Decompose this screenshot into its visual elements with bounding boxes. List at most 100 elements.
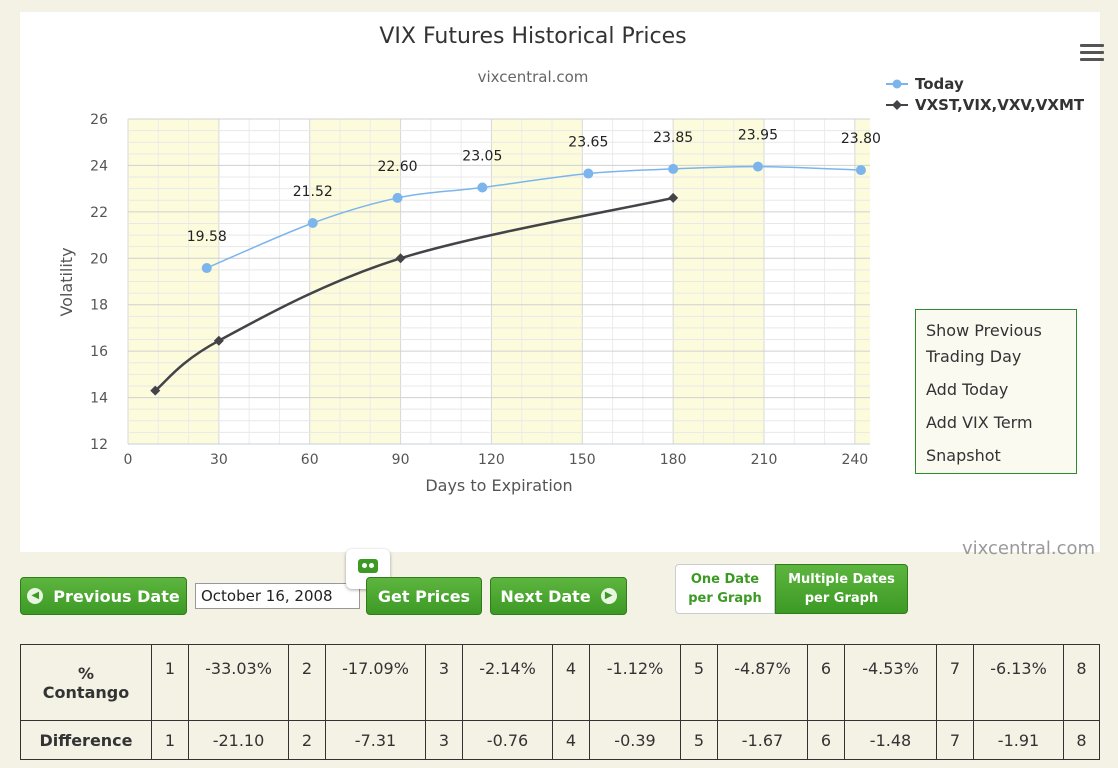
one-date-per-graph-toggle[interactable]: One Date per Graph — [675, 564, 775, 614]
y-tick-label: 22 — [90, 205, 108, 221]
arrow-left-icon: ◀ — [27, 588, 44, 604]
context-menu: Show Previous Trading Day Add Today Add … — [915, 309, 1077, 474]
table-index-cell: 8 — [1063, 643, 1100, 722]
data-point — [201, 263, 212, 274]
x-tick-label: 0 — [124, 452, 133, 468]
table-index-cell: 8 — [1063, 720, 1100, 760]
data-point — [668, 163, 679, 174]
chart-svg: 0 30 60 90 120 150 180 210 240 12 14 16 18 20 22 24 26 VI… — [57, 24, 1085, 495]
previous-date-button[interactable]: ◀ Previous Date — [20, 577, 187, 615]
toggle-multi-line1: Multiple Dates — [788, 572, 895, 587]
table-value-cell: -1.48 — [844, 720, 937, 760]
multiple-dates-per-graph-toggle[interactable]: Multiple Dates per Graph — [775, 564, 908, 614]
table-index-cell: 7 — [936, 643, 974, 722]
table-index-cell: 7 — [936, 720, 974, 760]
data-point — [752, 161, 763, 172]
data-label: 23.80 — [841, 131, 881, 147]
table-value-cell: -6.13% — [973, 643, 1064, 722]
data-point — [307, 218, 318, 228]
y-tick-label: 26 — [90, 112, 108, 128]
table-index-cell: 5 — [680, 643, 718, 722]
x-tick-label: 60 — [301, 452, 319, 468]
row-label-difference: Difference — [20, 720, 152, 760]
data-label: 19.58 — [187, 229, 227, 245]
data-point — [855, 165, 866, 176]
table-index-cell: 3 — [425, 720, 463, 760]
menu-item-snapshot[interactable]: Snapshot — [926, 446, 1001, 465]
table-index-cell: 2 — [288, 643, 326, 722]
chart-subtitle: vixcentral.com — [478, 68, 589, 86]
y-tick-label: 16 — [90, 344, 108, 360]
table-value-cell: -1.91 — [973, 720, 1064, 760]
table-value-cell: -2.14% — [462, 643, 553, 722]
data-point — [583, 168, 594, 179]
table-value-cell: -33.03% — [188, 643, 289, 722]
watermark: vixcentral.com — [962, 538, 1096, 559]
legend-marker — [892, 79, 902, 89]
x-tick-label: 90 — [392, 452, 410, 468]
data-point — [395, 253, 406, 264]
table-index-cell: 6 — [807, 720, 845, 760]
data-label: 21.52 — [293, 184, 333, 200]
table-value-cell: -1.12% — [589, 643, 681, 722]
data-point — [213, 335, 224, 346]
table-value-cell: -0.76 — [462, 720, 553, 760]
x-tick-label: 240 — [841, 452, 868, 468]
table-value-cell: -21.10 — [188, 720, 289, 760]
contango-table: % Contango 1 -33.03% 2 -17.09% 3 -2.14% 4… — [20, 643, 1100, 760]
table-row-contango: % Contango 1 -33.03% 2 -17.09% 3 -2.14% 4… — [20, 643, 1100, 722]
y-tick-label: 12 — [90, 437, 108, 453]
menu-item-add-today[interactable]: Add Today — [926, 380, 1009, 399]
chart-panel: 0 30 60 90 120 150 180 210 240 12 14 16 18 20 22 24 26 VI… — [20, 12, 1104, 559]
get-prices-button[interactable]: Get Prices — [366, 577, 482, 615]
table-value-cell: -17.09% — [325, 643, 426, 722]
table-index-cell: 3 — [425, 643, 463, 722]
legend-entry: Today — [915, 75, 964, 93]
arrow-right-icon: ▶ — [600, 588, 617, 604]
x-tick-label: 120 — [478, 452, 505, 468]
table-index-cell: 5 — [680, 720, 718, 760]
table-value-cell: -7.31 — [325, 720, 426, 760]
table-index-cell: 4 — [552, 720, 590, 760]
table-value-cell: -4.53% — [844, 643, 937, 722]
y-tick-label: 24 — [90, 158, 108, 174]
data-label: 23.65 — [568, 135, 608, 151]
data-label: 23.95 — [738, 128, 778, 144]
date-input[interactable] — [195, 583, 360, 609]
toggle-one-line2: per Graph — [688, 591, 762, 606]
data-point — [477, 182, 488, 193]
data-label: 23.05 — [462, 148, 502, 164]
get-prices-label: Get Prices — [377, 586, 471, 606]
next-date-label: Next Date — [500, 586, 591, 606]
y-tick-label: 14 — [90, 391, 108, 407]
menu-item-show-previous[interactable]: Show Previous Trading Day — [926, 321, 1042, 366]
toggle-one-line1: One Date — [690, 572, 760, 587]
row-label-contango: % Contango — [20, 643, 152, 722]
x-tick-label: 210 — [751, 452, 778, 468]
chart-title: VIX Futures Historical Prices — [379, 24, 686, 49]
table-index-cell: 1 — [151, 720, 189, 760]
x-tick-label: 30 — [210, 452, 228, 468]
menu-item-add-vix-term[interactable]: Add VIX Term — [926, 413, 1033, 432]
table-index-cell: 2 — [288, 720, 326, 760]
x-tick-label: 150 — [569, 452, 596, 468]
data-label: 23.85 — [653, 130, 693, 146]
series-line-1 — [154, 196, 674, 392]
table-index-cell: 6 — [807, 643, 845, 722]
previous-date-label: Previous Date — [53, 586, 180, 606]
y-tick-label: 20 — [90, 251, 108, 267]
data-label: 22.60 — [377, 159, 417, 175]
hamburger-menu-icon[interactable] — [1080, 44, 1104, 62]
x-tick-label: 180 — [660, 452, 687, 468]
table-value-cell: -1.67 — [717, 720, 808, 760]
table-value-cell: -4.87% — [717, 643, 808, 722]
y-axis-label: Volatility — [57, 247, 76, 316]
data-point — [668, 192, 679, 203]
y-tick-label: 18 — [90, 298, 108, 314]
data-point — [392, 192, 403, 203]
next-date-button[interactable]: Next Date ▶ — [490, 577, 627, 615]
toggle-multi-line2: per Graph — [804, 591, 879, 606]
legend-entry: VXST,VIX,VXV,VXMT — [915, 96, 1085, 114]
table-row-difference: Difference 1 -21.10 2 -7.31 3 -0.76 4 -0… — [20, 720, 1100, 760]
data-point — [150, 385, 161, 396]
